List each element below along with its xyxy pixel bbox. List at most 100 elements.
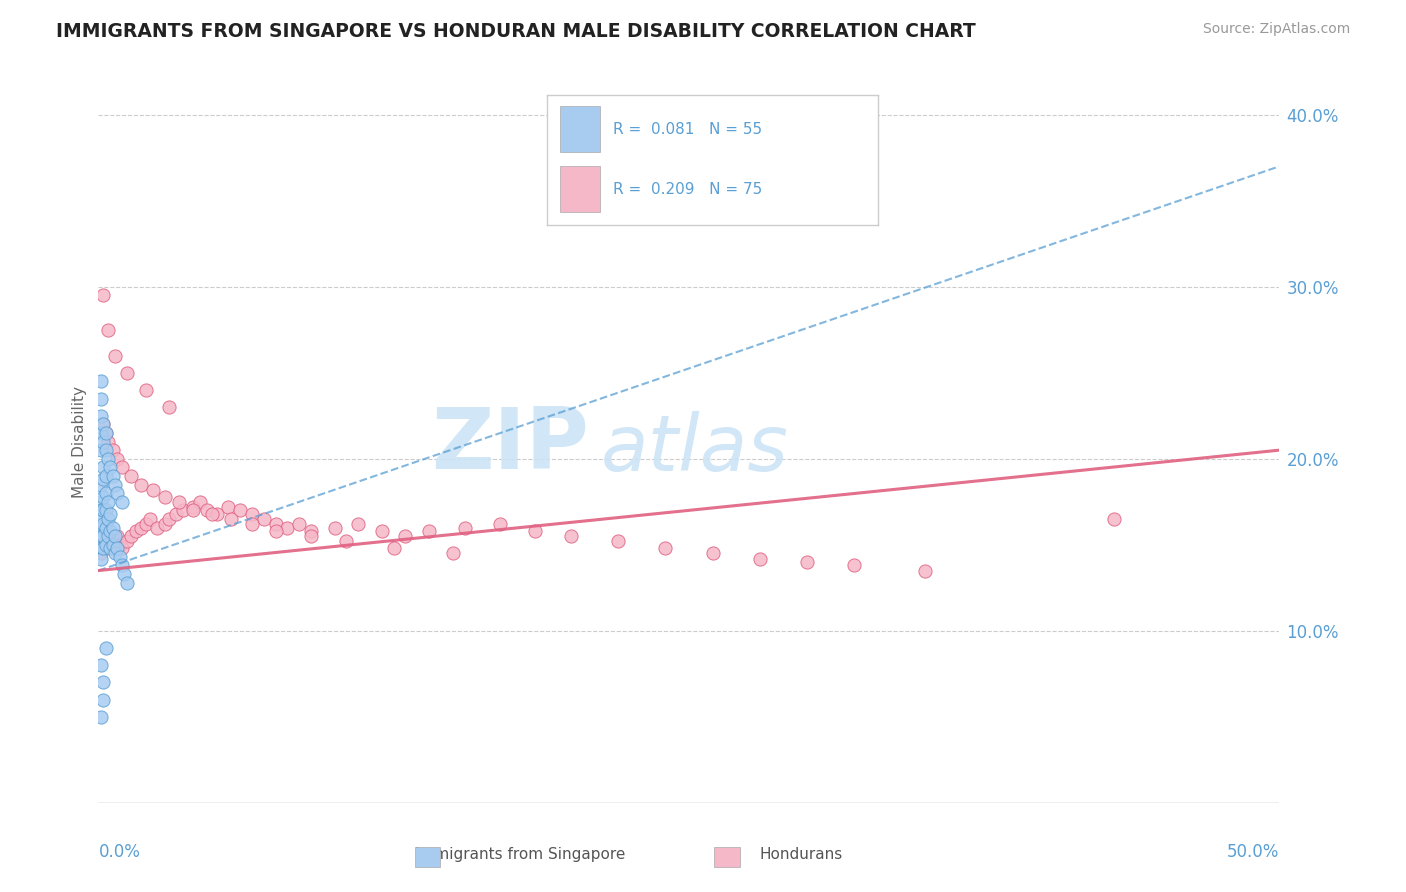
Point [90, 551, 112, 566]
Point [97, 494, 120, 508]
Point [1102, 512, 1125, 526]
Point [135, 517, 157, 532]
Point [205, 507, 228, 521]
Point [105, 451, 128, 466]
Point [112, 567, 135, 582]
Point [90, 392, 112, 406]
Point [98, 524, 121, 538]
Point [98, 538, 121, 552]
Point [129, 520, 152, 534]
Point [139, 512, 162, 526]
Point [115, 534, 138, 549]
Point [441, 546, 464, 560]
Text: Source: ZipAtlas.com: Source: ZipAtlas.com [1202, 22, 1350, 37]
Text: Hondurans: Hondurans [759, 847, 844, 862]
Point [111, 460, 134, 475]
Point [253, 512, 276, 526]
Point [264, 517, 287, 532]
Point [94, 520, 117, 534]
Point [91, 692, 114, 706]
Point [129, 477, 152, 491]
Point [98, 541, 121, 556]
Point [90, 546, 112, 560]
Point [91, 417, 114, 432]
Point [90, 443, 112, 458]
Point [91, 541, 114, 556]
Point [101, 538, 124, 552]
Point [90, 503, 112, 517]
Point [104, 529, 127, 543]
Point [654, 541, 676, 556]
Point [288, 517, 311, 532]
Point [91, 529, 114, 543]
Point [748, 551, 770, 566]
Point [91, 288, 114, 302]
Point [91, 517, 114, 532]
Text: ZIP: ZIP [430, 404, 589, 487]
Point [153, 517, 176, 532]
Point [181, 503, 204, 517]
Text: 50.0%: 50.0% [1227, 843, 1279, 861]
Point [94, 640, 117, 655]
Point [91, 460, 114, 475]
Point [489, 517, 512, 532]
Point [347, 517, 370, 532]
Point [181, 500, 204, 514]
Point [157, 512, 180, 526]
Text: IMMIGRANTS FROM SINGAPORE VS HONDURAN MALE DISABILITY CORRELATION CHART: IMMIGRANTS FROM SINGAPORE VS HONDURAN MA… [56, 22, 976, 41]
Point [104, 534, 127, 549]
Point [101, 443, 124, 458]
Point [157, 400, 180, 414]
Point [105, 541, 128, 556]
Point [240, 507, 263, 521]
Point [702, 546, 724, 560]
Point [91, 675, 114, 690]
Point [101, 520, 124, 534]
Point [844, 558, 866, 573]
Point [914, 564, 936, 578]
Point [91, 417, 114, 432]
Point [560, 529, 582, 543]
Point [94, 538, 117, 552]
Point [188, 494, 211, 508]
Point [90, 541, 112, 556]
Point [101, 541, 124, 556]
Point [90, 477, 112, 491]
Point [94, 425, 117, 440]
Point [91, 541, 114, 556]
Point [90, 512, 112, 526]
Point [335, 534, 357, 549]
Text: 0.0%: 0.0% [98, 843, 141, 861]
Point [167, 494, 190, 508]
Point [371, 524, 394, 538]
Point [101, 469, 124, 483]
Point [796, 555, 818, 569]
Point [142, 483, 165, 497]
Point [125, 524, 148, 538]
Point [217, 500, 239, 514]
Point [121, 469, 143, 483]
Point [115, 366, 138, 380]
Point [94, 443, 117, 458]
Text: atlas: atlas [600, 410, 789, 487]
Point [524, 524, 547, 538]
Point [201, 507, 224, 521]
Point [104, 546, 127, 560]
Point [115, 575, 138, 590]
Point [111, 494, 134, 508]
Point [382, 541, 405, 556]
Point [135, 383, 157, 397]
Point [195, 503, 218, 517]
Point [240, 517, 263, 532]
Point [276, 520, 298, 534]
Point [90, 710, 112, 724]
Point [91, 490, 114, 504]
Point [108, 538, 131, 552]
Point [105, 486, 128, 500]
Point [172, 503, 194, 517]
Point [607, 534, 630, 549]
Point [90, 529, 112, 543]
Point [98, 460, 121, 475]
Point [90, 520, 112, 534]
Point [299, 529, 322, 543]
